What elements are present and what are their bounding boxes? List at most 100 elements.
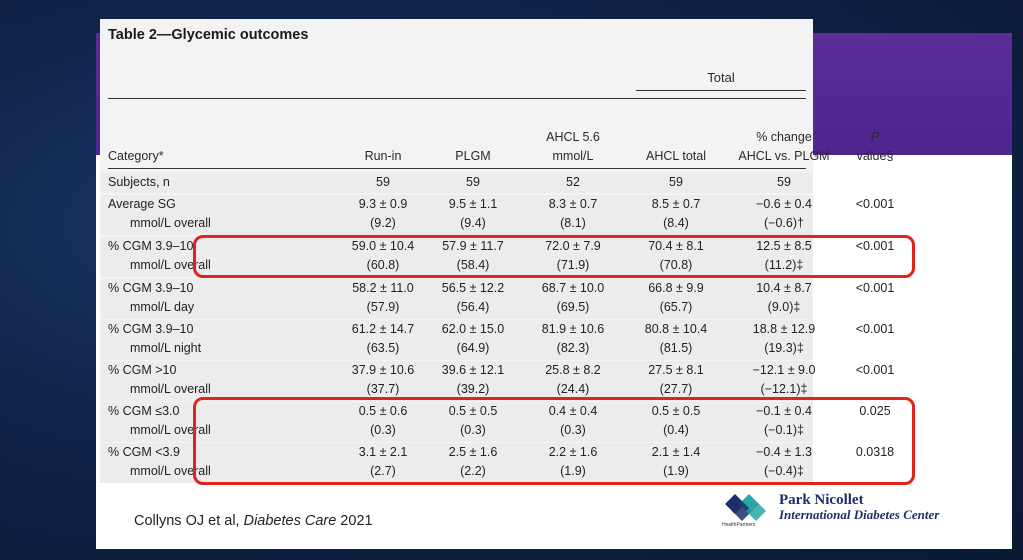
cell-line: 62.0 ± 15.0 [441,322,505,336]
column-header-category: Category* [108,128,268,166]
cell-line: (−0.6)† [764,216,804,230]
table-cell: 2.5 ± 1.6 (2.2) [423,443,523,481]
table-cell: 3.1 ± 2.1 (2.7) [328,443,438,481]
table-cell: 0.5 ± 0.5 (0.4) [626,402,726,440]
cell-line: 56.5 ± 12.2 [441,281,505,295]
park-nicollet-logo-icon [723,492,775,527]
cell-line: (82.3) [556,341,590,355]
table-cell: 9.3 ± 0.9 (9.2) [328,195,438,233]
cell-line: 0.5 ± 0.5 [448,404,498,418]
table-row: % CGM 3.9–10 mmol/L overall 59.0 ± 10.4 (60… [100,237,894,277]
cell-line: (−0.1)‡ [764,423,804,437]
header-bottom-rule [108,168,806,169]
cell-line: −0.6 ± 0.4 [756,197,812,211]
cell-line: (−12.1)‡ [760,382,808,396]
table-cell: 2.2 ± 1.6 (1.9) [523,443,623,481]
cell-line: (64.9) [456,341,490,355]
cell-line: <0.001 [855,197,895,211]
table-cell: 0.5 ± 0.6 (0.3) [328,402,438,440]
table-cell: <0.001 [840,361,910,380]
table-cell: 12.5 ± 8.5 (11.2)‡ [724,237,844,275]
column-header-line2: Category* [108,149,164,163]
column-header-ahcl-5-6: AHCL 5.6 mmol/L [523,128,623,166]
table-cell: −0.1 ± 0.4 (−0.1)‡ [724,402,844,440]
table-cell: 10.4 ± 8.7 (9.0)‡ [724,279,844,317]
table-cell: 62.0 ± 15.0 (64.9) [423,320,523,358]
table-cell: 80.8 ± 10.4 (81.5) [626,320,726,358]
citation: Collyns OJ et al, Diabetes Care 2021 [134,513,373,529]
cell-line: (0.4) [663,423,689,437]
table-cell: 18.8 ± 12.9 (19.3)‡ [724,320,844,358]
cell-line: 12.5 ± 8.5 [756,239,812,253]
table-cell: 68.7 ± 10.0 (69.5) [523,279,623,317]
cell-line: (11.2)‡ [764,258,804,272]
table-cell: 70.4 ± 8.1 (70.8) [626,237,726,275]
table-row: % CGM <3.9 mmol/L overall 3.1 ± 2.1 (2.7) 2.… [100,443,894,483]
cell-line: −0.1 ± 0.4 [756,404,812,418]
cell-line: % CGM >10 [108,363,177,377]
cell-line: Average SG [108,197,176,211]
row-category-cell: Average SG mmol/L overall [108,195,278,233]
column-header-line1: AHCL 5.6 [546,130,600,144]
cell-line: 8.3 ± 0.7 [548,197,598,211]
cell-line: % CGM 3.9–10 [108,239,194,253]
cell-line: 8.5 ± 0.7 [651,197,701,211]
cell-line: (1.9) [663,464,689,478]
table-cell: −0.6 ± 0.4 (−0.6)† [724,195,844,233]
cell-line: mmol/L overall [130,216,211,230]
logo-name: Park Nicollet [779,492,864,508]
cell-line: (58.4) [456,258,490,272]
cell-line: 2.1 ± 1.4 [651,445,701,459]
table-cell: 0.4 ± 0.4 (0.3) [523,402,623,440]
cell-line: % CGM <3.9 [108,445,180,459]
column-header-line2: mmol/L [552,149,594,163]
column-header-line2: value§ [856,149,894,163]
table-title: Table 2—Glycemic outcomes [108,27,309,43]
table-cell: 59 [423,173,523,192]
cell-line: (24.4) [556,382,590,396]
column-header-ahcl-total: AHCL total [626,128,726,166]
cell-line: (0.3) [370,423,396,437]
column-header-line2: AHCL total [646,149,706,163]
column-header-plgm: PLGM [423,128,523,166]
cell-line: <0.001 [855,322,895,336]
logo-small-text: HealthPartners [722,522,756,528]
cell-line: (0.3) [460,423,486,437]
cell-line: (2.2) [460,464,486,478]
table-cell: 39.6 ± 12.1 (39.2) [423,361,523,399]
cell-line: (63.5) [366,341,400,355]
citation-year: 2021 [336,513,373,529]
cell-line: (−0.4)‡ [764,464,804,478]
cell-line: % CGM 3.9–10 [108,322,194,336]
cell-line: 59.0 ± 10.4 [351,239,415,253]
cell-line: 68.7 ± 10.0 [541,281,605,295]
table-row: Subjects, n 59 59 52 59 59 [100,173,813,193]
column-header-run-in: Run-in [328,128,438,166]
cell-line: (1.9) [560,464,586,478]
citation-journal: Diabetes Care [243,513,337,529]
cell-line: (8.4) [663,216,689,230]
row-category-cell: % CGM 3.9–10 mmol/L night [108,320,278,358]
cell-line: % CGM ≤3.0 [108,404,180,418]
cell-line: 59 [777,175,791,189]
table-cell: −0.4 ± 1.3 (−0.4)‡ [724,443,844,481]
column-header-line1 [423,128,523,147]
cell-line: mmol/L day [130,300,195,314]
table-cell: 81.9 ± 10.6 (82.3) [523,320,623,358]
cell-line: (2.7) [370,464,396,478]
table-cell: 59 [724,173,844,192]
column-header-pct-change: % change AHCL vs. PLGM [724,128,844,166]
cell-line: 0.5 ± 0.6 [358,404,408,418]
table-cell: 59 [328,173,438,192]
row-category-cell: % CGM 3.9–10 mmol/L day [108,279,278,317]
cell-line: 61.2 ± 14.7 [351,322,415,336]
table-cell: <0.001 [840,320,910,339]
highlight-box-target-range [193,235,915,278]
cell-line: 0.5 ± 0.5 [651,404,701,418]
cell-line: (56.4) [456,300,490,314]
column-header-line1: P [870,130,880,144]
cell-line: (60.8) [366,258,400,272]
table-cell: 56.5 ± 12.2 (56.4) [423,279,523,317]
cell-line: 70.4 ± 8.1 [648,239,704,253]
